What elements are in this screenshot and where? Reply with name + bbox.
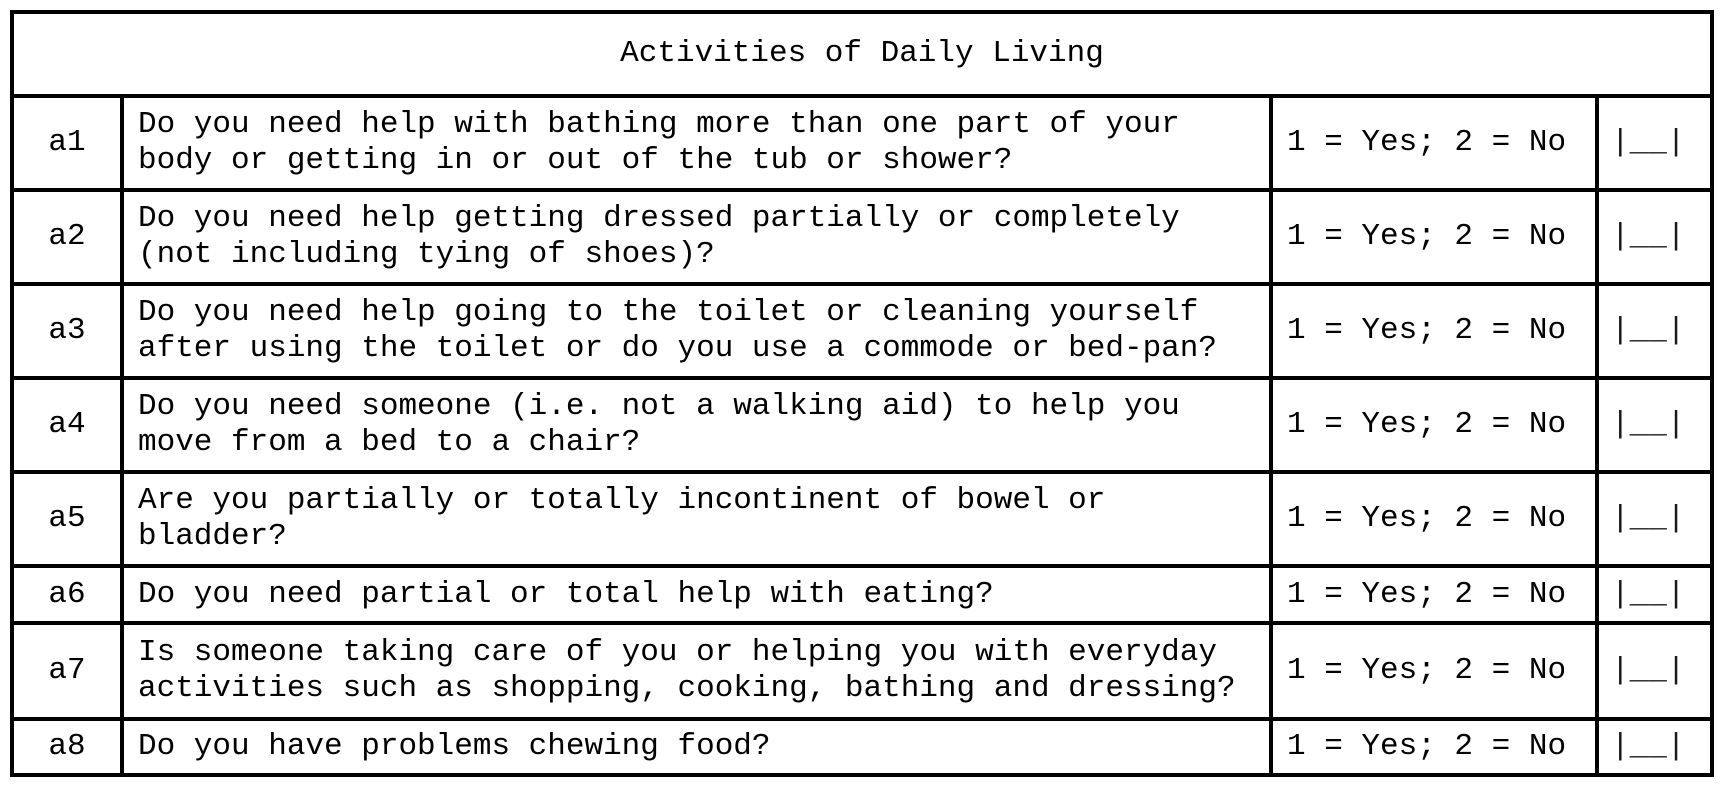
answer-box: |__| [1595,621,1714,721]
answer-box: |__| [1595,282,1714,380]
question-id: a2 [10,188,124,286]
answer-box: |__| [1595,94,1714,192]
question-text: Do you need partial or total help with e… [120,564,1273,625]
question-text: Do you need help with bathing more than … [120,94,1273,192]
question-id: a1 [10,94,124,192]
response-code: 1 = Yes; 2 = No [1269,621,1599,721]
question-text: Do you need help getting dressed partial… [120,188,1273,286]
question-text: Do you need someone (i.e. not a walking … [120,376,1273,474]
response-code: 1 = Yes; 2 = No [1269,470,1599,568]
response-code: 1 = Yes; 2 = No [1269,564,1599,625]
table-row: a6 Do you need partial or total help wit… [10,564,1714,625]
table-row: a3 Do you need help going to the toilet … [10,282,1714,380]
response-code: 1 = Yes; 2 = No [1269,717,1599,777]
question-text: Is someone taking care of you or helping… [120,621,1273,721]
response-code: 1 = Yes; 2 = No [1269,188,1599,286]
table-row: a7 Is someone taking care of you or help… [10,621,1714,721]
table-row: a2 Do you need help getting dressed part… [10,188,1714,286]
answer-box: |__| [1595,470,1714,568]
table-row: a1 Do you need help with bathing more th… [10,94,1714,192]
question-id: a4 [10,376,124,474]
response-code: 1 = Yes; 2 = No [1269,94,1599,192]
question-text: Are you partially or totally incontinent… [120,470,1273,568]
answer-box: |__| [1595,717,1714,777]
question-id: a7 [10,621,124,721]
answer-box: |__| [1595,376,1714,474]
question-id: a3 [10,282,124,380]
question-text: Do you need help going to the toilet or … [120,282,1273,380]
title-row: Activities of Daily Living [10,10,1714,98]
response-code: 1 = Yes; 2 = No [1269,376,1599,474]
answer-box: |__| [1595,188,1714,286]
answer-box: |__| [1595,564,1714,625]
table-title: Activities of Daily Living [10,10,1714,98]
table-row: a5 Are you partially or totally incontin… [10,470,1714,568]
question-id: a6 [10,564,124,625]
table-row: a4 Do you need someone (i.e. not a walki… [10,376,1714,474]
question-id: a8 [10,717,124,777]
question-text: Do you have problems chewing food? [120,717,1273,777]
adl-questionnaire-table: Activities of Daily Living a1 Do you nee… [10,10,1714,777]
question-id: a5 [10,470,124,568]
response-code: 1 = Yes; 2 = No [1269,282,1599,380]
table-row: a8 Do you have problems chewing food? 1 … [10,717,1714,777]
